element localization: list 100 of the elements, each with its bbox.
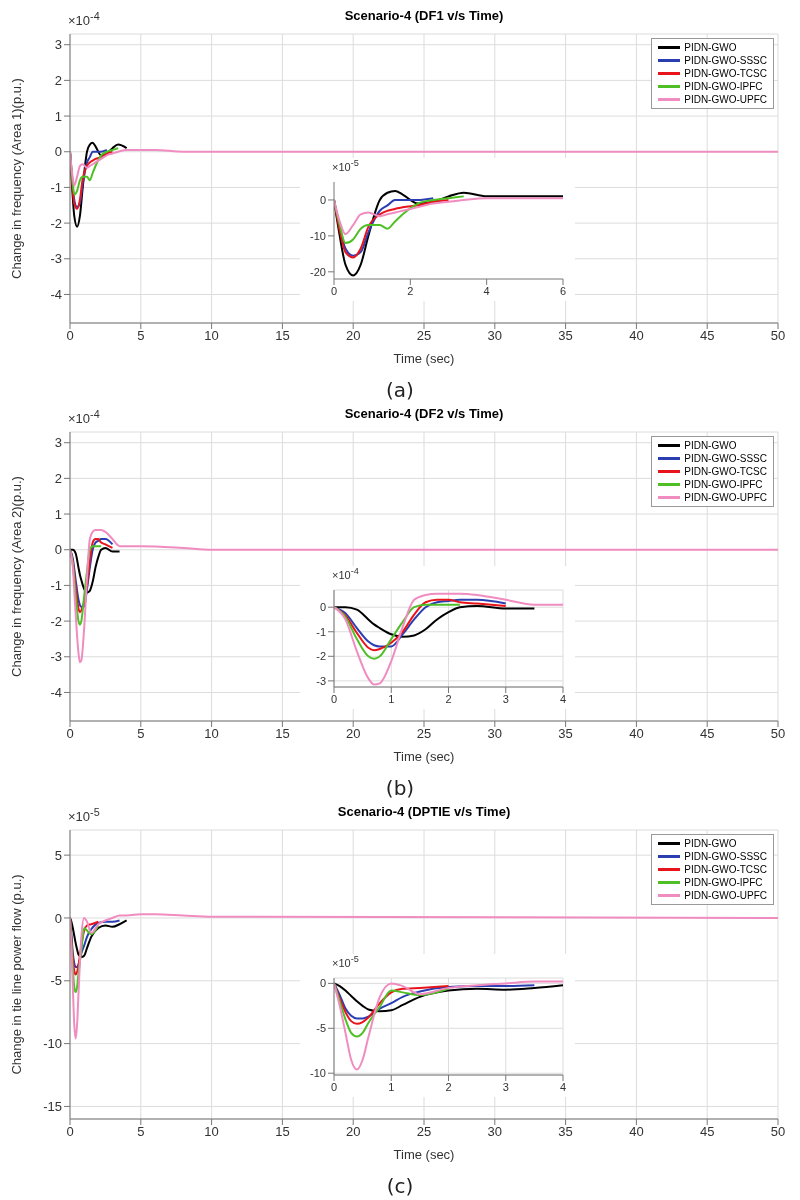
annotation: ×10$^{-4}$ [332, 566, 359, 581]
y-tick-label: -2 [50, 613, 62, 629]
y-axis-title: Change in frequency (Area 2)(p.u.) [8, 476, 24, 677]
x-tick-label: 25 [416, 726, 432, 742]
x-tick-label: 20 [345, 726, 361, 742]
y-tick-label: -1 [316, 625, 326, 638]
line-series [334, 198, 450, 259]
legend-label: PIDN-GWO-SSSC [684, 850, 767, 863]
x-tick-label: 35 [558, 726, 573, 742]
x-tick-label: 15 [275, 726, 290, 742]
y-tick-label: -4 [50, 685, 62, 701]
x-tick-label: 3 [502, 692, 509, 705]
x-tick-label: 2 [445, 1080, 452, 1093]
y-tick-label: 3 [54, 435, 62, 451]
x-tick-label: 25 [416, 328, 432, 344]
x-tick-label: 5 [137, 328, 145, 344]
legend-label: PIDN-GWO-TCSC [684, 465, 767, 478]
y-tick-label: 3 [54, 37, 62, 53]
x-tick-label: 25 [416, 1124, 432, 1140]
y-tick-label: 0 [54, 144, 62, 160]
y-tick-label: -2 [316, 650, 326, 663]
y-tick-label: -5 [50, 973, 62, 989]
x-tick-label: 3 [502, 1080, 509, 1093]
x-tick-label: 4 [559, 1080, 567, 1093]
y-tick-label: 0 [319, 977, 326, 990]
legend-label: PIDN-GWO-IPFC [684, 80, 763, 93]
y-axis-title: Change in frequency (Area 1)(p.u.) [8, 78, 24, 279]
line-series [334, 197, 563, 236]
y-tick-label: 0 [54, 542, 62, 558]
legend-label: PIDN-GWO-SSSC [684, 54, 767, 67]
x-tick-label: 4 [559, 692, 567, 705]
text: (c) [385, 1174, 415, 1198]
text: (b) [384, 776, 416, 800]
x-tick-label: 45 [699, 328, 715, 344]
x-tick-label: 40 [629, 726, 644, 742]
line-series [334, 195, 465, 245]
y-tick-label: -10 [310, 1067, 326, 1080]
legend-label: PIDN-GWO-UPFC [684, 491, 767, 504]
legend-label: PIDN-GWO-IPFC [684, 876, 763, 889]
legend-label: PIDN-GWO-TCSC [684, 863, 767, 876]
y-tick-label: 2 [54, 73, 62, 88]
x-tick-label: 10 [204, 328, 219, 344]
line-series [334, 982, 536, 1020]
x-tick-label: 0 [330, 284, 338, 297]
x-tick-label: 15 [275, 328, 290, 344]
line-series [70, 148, 778, 187]
x-tick-label: 1 [388, 1080, 395, 1093]
y-tick-label: 2 [54, 471, 62, 486]
text: ×10$^{-4}$ [68, 10, 100, 29]
x-tick-label: 0 [330, 1080, 338, 1093]
y-tick-label: 1 [54, 108, 62, 124]
line-series [334, 604, 536, 638]
legend-label: PIDN-GWO-UPFC [684, 93, 767, 106]
x-tick-label: 4 [483, 284, 490, 297]
x-tick-label: 1 [388, 692, 395, 705]
x-tick-label: 35 [558, 328, 573, 344]
chart-title: Scenario-4 (DF2 v/s Time) [344, 406, 504, 421]
x-tick-label: 5 [137, 1124, 145, 1140]
x-tick-label: 35 [558, 1124, 573, 1140]
x-tick-label: 2 [407, 284, 414, 297]
y-tick-label: -2 [50, 215, 62, 231]
chart-title: Scenario-4 (DPTIE v/s Time) [337, 804, 511, 819]
y-tick-label: -20 [310, 265, 326, 278]
text: ×10$^{-5}$ [68, 806, 100, 825]
chart-title: Scenario-4 (DF1 v/s Time) [344, 8, 504, 23]
y-tick-label: -5 [316, 1022, 326, 1035]
annotation: ×10$^{-5}$ [332, 954, 359, 969]
y-tick-label: 0 [319, 601, 326, 614]
legend-label: PIDN-GWO [684, 439, 737, 452]
y-tick-label: -15 [43, 1099, 62, 1115]
legend-label: PIDN-GWO-SSSC [684, 452, 767, 465]
x-tick-label: 50 [770, 328, 786, 344]
y-axis-title: Change in tie line power flow (p.u.) [8, 874, 24, 1075]
x-tick-label: 15 [275, 1124, 290, 1140]
legend-label: PIDN-GWO-UPFC [684, 889, 767, 902]
x-tick-label: 40 [629, 328, 644, 344]
x-tick-label: 10 [204, 726, 219, 742]
x-tick-label: 30 [487, 328, 503, 344]
y-tick-label: -3 [50, 649, 62, 665]
x-tick-label: 0 [66, 328, 74, 344]
x-tick-label: 20 [345, 1124, 361, 1140]
legend-label: PIDN-GWO-TCSC [684, 67, 767, 80]
line-series [334, 982, 450, 1025]
legend-label: PIDN-GWO [684, 41, 737, 54]
y-tick-label: 1 [54, 506, 62, 522]
y-tick-label: 5 [54, 847, 62, 863]
x-axis-title: Time (sec) [393, 749, 455, 764]
x-tick-label: 45 [699, 1124, 715, 1140]
y-tick-label: -1 [50, 180, 62, 196]
x-tick-label: 50 [770, 1124, 786, 1140]
x-tick-label: 0 [66, 726, 74, 742]
x-tick-label: 30 [487, 726, 503, 742]
text: ×10$^{-4}$ [68, 408, 100, 427]
y-tick-label: -10 [43, 1036, 62, 1052]
legend-label: PIDN-GWO [684, 837, 737, 850]
line-series [70, 916, 128, 958]
y-tick-label: -3 [316, 674, 326, 687]
annotation: ×10$^{-5}$ [332, 158, 359, 173]
x-tick-label: 30 [487, 1124, 503, 1140]
line-series [334, 982, 563, 1013]
